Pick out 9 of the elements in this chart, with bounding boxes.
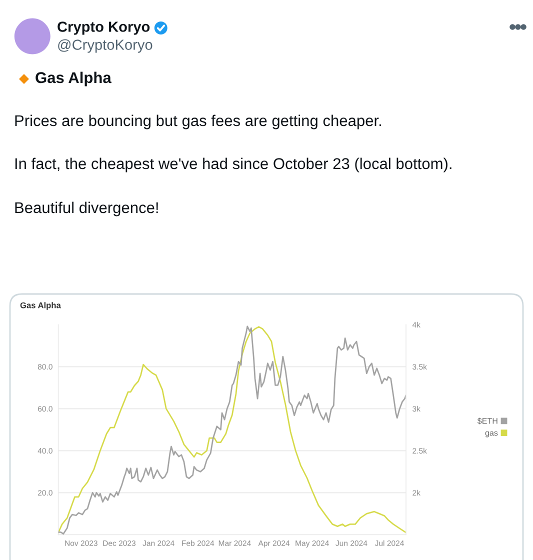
chart-title: Gas Alpha xyxy=(20,302,61,310)
legend-label: $ETH xyxy=(477,418,498,424)
text: Prices are bouncing but gas fees are getting cheaper. xyxy=(15,114,381,130)
text: @CryptoKoryo xyxy=(58,39,152,53)
legend-label: gas xyxy=(485,431,498,438)
text: In fact, the cheapest we've had since October 23 (local bottom). xyxy=(15,158,452,172)
text: Beautiful divergence! xyxy=(15,202,158,216)
text: Crypto Koryo xyxy=(58,22,150,35)
text: Gas Alpha xyxy=(36,72,112,86)
